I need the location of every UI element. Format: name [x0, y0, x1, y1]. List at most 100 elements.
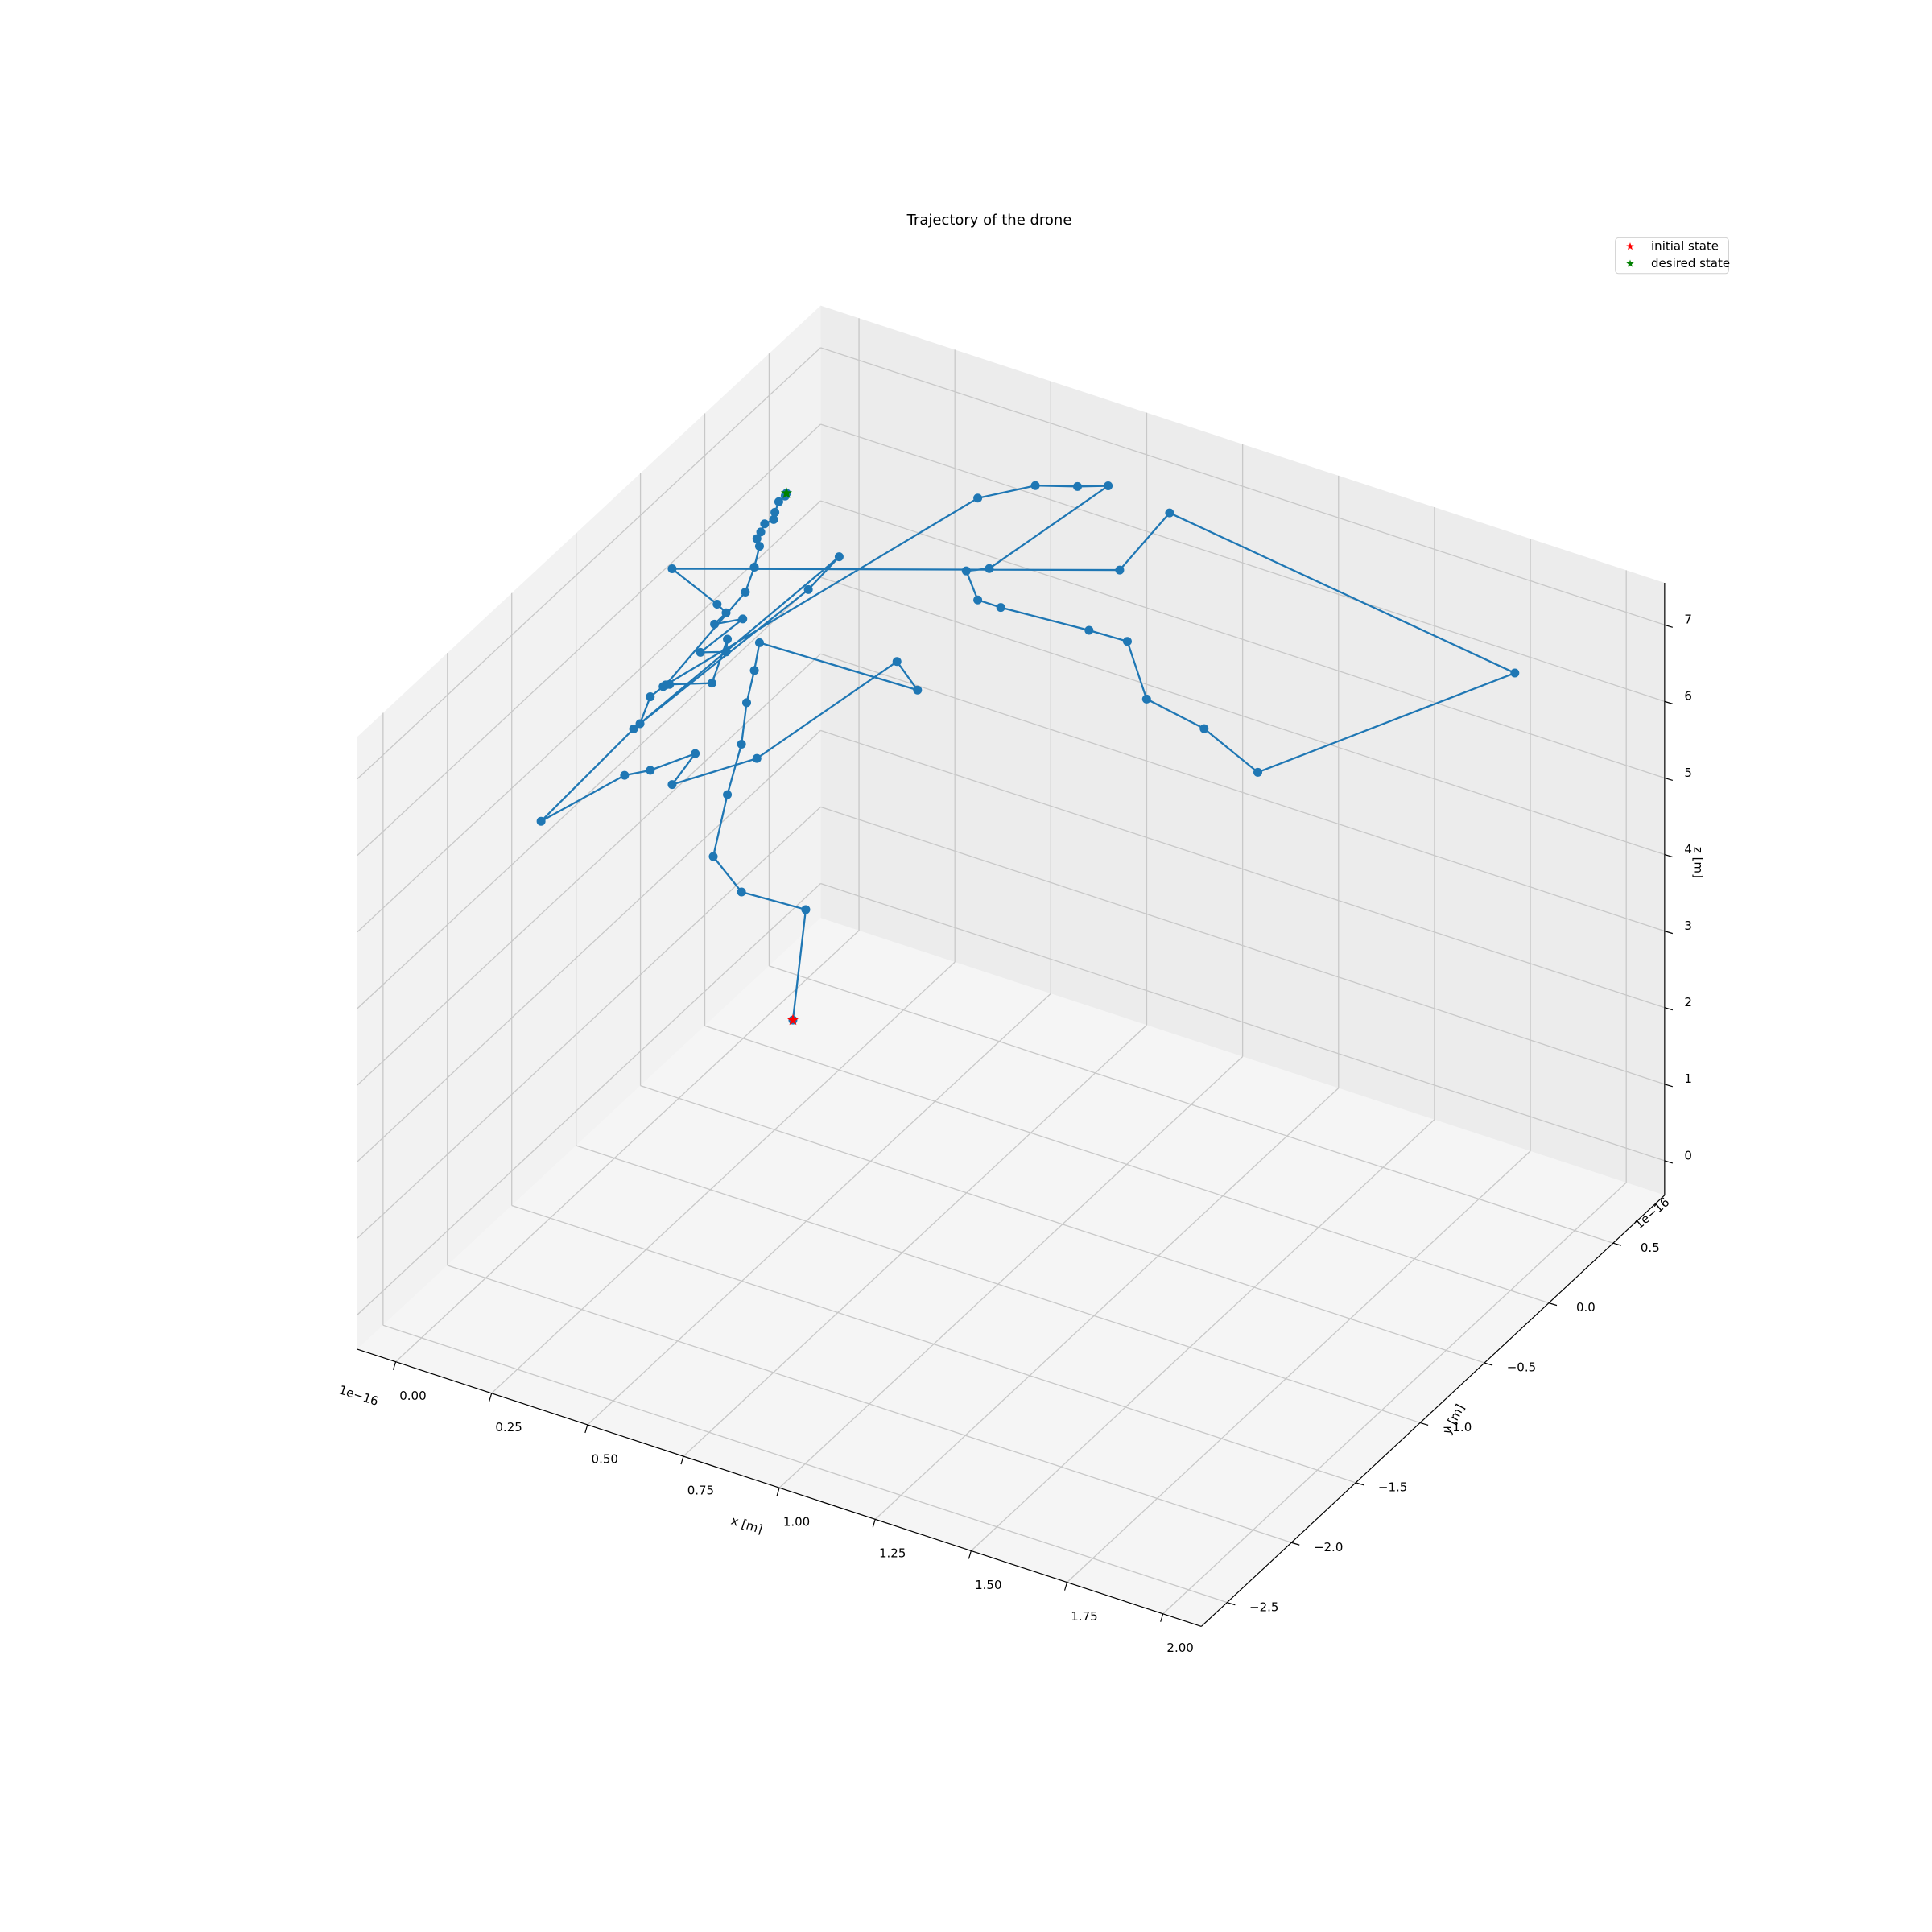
trajectory-point — [760, 519, 770, 529]
tick-mark — [1484, 1362, 1493, 1366]
grid-line — [357, 576, 821, 1009]
x-tick-label: 1.25 — [879, 1546, 906, 1561]
grid-line — [820, 576, 1666, 856]
trajectory-point — [738, 614, 748, 624]
trajectory-point — [769, 514, 778, 524]
y-axis-line — [1200, 1195, 1666, 1627]
tick-mark — [1664, 777, 1674, 782]
x-tick-label: 0.00 — [399, 1389, 426, 1403]
tick-mark — [1664, 1007, 1674, 1011]
trajectory-point — [752, 534, 762, 543]
trajectory-point — [1104, 481, 1113, 491]
trajectory-point — [961, 566, 971, 576]
y-tick-label: −2.5 — [1249, 1600, 1278, 1614]
trajectory-point — [752, 753, 762, 763]
y-tick-label: 0.0 — [1576, 1300, 1596, 1315]
z-tick-label: 6 — [1684, 689, 1692, 704]
tick-mark — [680, 1455, 684, 1465]
z-tick-label: 0 — [1684, 1148, 1692, 1162]
trajectory-point — [707, 679, 716, 688]
trajectory-point — [635, 719, 645, 729]
grid-line — [587, 993, 1051, 1426]
grid-line — [382, 1324, 1228, 1604]
trajectory-point — [1084, 625, 1094, 635]
grid-line — [395, 930, 860, 1363]
trajectory-point — [1199, 724, 1209, 733]
trajectory-point — [667, 564, 677, 573]
grid-line — [970, 1119, 1435, 1551]
x-tick-label: 1.00 — [783, 1515, 810, 1530]
x-tick-label: 2.00 — [1166, 1641, 1193, 1655]
grid-line — [820, 423, 1666, 702]
state-marker — [786, 1013, 799, 1026]
state-marker — [780, 487, 793, 498]
trajectory-point — [1073, 481, 1083, 491]
grid-line — [640, 1085, 1485, 1364]
tick-mark — [1291, 1542, 1300, 1546]
trajectory-point — [741, 588, 750, 597]
trajectory-point — [667, 780, 677, 790]
tick-mark — [968, 1550, 972, 1559]
y-tick-label: −0.5 — [1507, 1360, 1536, 1375]
tick-mark — [1160, 1613, 1164, 1622]
grid-line — [357, 500, 821, 933]
trajectory-point — [696, 647, 705, 657]
trajectory-point — [1253, 767, 1263, 777]
legend-label: initial state — [1651, 239, 1719, 254]
trajectory-point — [721, 647, 731, 657]
grid-line — [820, 653, 1666, 932]
grid-line — [357, 347, 821, 780]
chart-title: Trajectory of the drone — [906, 212, 1072, 229]
trajectory-point — [708, 852, 718, 861]
tick-mark — [1063, 1582, 1068, 1591]
trajectory-point — [774, 497, 783, 506]
tick-mark — [1664, 1084, 1674, 1088]
grid-line — [357, 729, 821, 1162]
tick-mark — [1356, 1482, 1364, 1486]
legend-swatch — [1626, 259, 1634, 267]
grid-line — [769, 965, 1614, 1244]
grid-line — [683, 1024, 1147, 1457]
tick-mark — [1664, 931, 1674, 935]
grid-line — [491, 961, 956, 1394]
tick-mark — [1664, 1160, 1674, 1164]
x-axis-line — [357, 1348, 1202, 1627]
legend-frame — [1615, 237, 1729, 275]
trajectory-point — [749, 562, 759, 572]
y-tick-label: −1.0 — [1443, 1420, 1472, 1435]
trajectory-point — [892, 657, 902, 667]
tick-mark — [1664, 853, 1674, 858]
trajectory-point — [913, 685, 923, 695]
grid-line — [511, 1204, 1356, 1484]
tick-mark — [1548, 1302, 1558, 1307]
trajectory-point — [754, 638, 764, 647]
x-tick-label: 1.75 — [1071, 1609, 1097, 1624]
grid-line — [778, 1056, 1244, 1488]
x-tick-label: 1.50 — [975, 1578, 1001, 1592]
trajectory-point — [536, 816, 546, 826]
trajectory-point — [1510, 668, 1520, 678]
grid-line — [357, 423, 821, 857]
trajectory-point — [710, 619, 720, 629]
trajectory-point — [737, 887, 746, 897]
trajectory-point — [756, 527, 766, 537]
tick-mark — [776, 1488, 780, 1496]
trajectory-point — [646, 692, 655, 702]
trajectory-point — [749, 666, 759, 675]
trajectory-point — [691, 749, 700, 758]
y-tick-label: 0.5 — [1641, 1241, 1660, 1255]
trajectory-point — [661, 680, 671, 690]
trajectory-point — [803, 584, 813, 594]
tick-mark — [489, 1393, 493, 1402]
grid-line — [576, 1145, 1421, 1424]
grid-line — [704, 1025, 1550, 1304]
trajectory-point — [742, 698, 752, 708]
z-axis-label: z [m] — [1691, 847, 1706, 878]
trajectory-point — [723, 790, 733, 799]
tick-mark — [872, 1519, 876, 1528]
tick-mark — [1664, 624, 1674, 628]
legend: initial state desired state — [1615, 237, 1730, 275]
x-tick-label: 0.50 — [592, 1451, 618, 1466]
trajectory-point — [646, 766, 655, 775]
